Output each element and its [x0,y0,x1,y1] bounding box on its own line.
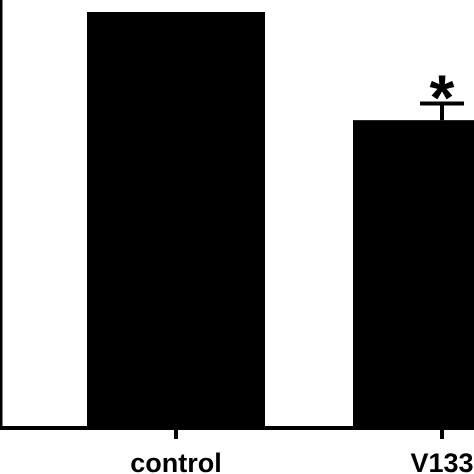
x-ticks [174,428,444,439]
x-tick-label-v133: V133 [410,448,473,474]
bar-v133 [353,120,474,428]
bar-marks [87,12,474,428]
annotations: * [430,62,455,134]
x-tick-label-control: control [130,448,222,474]
x-tick-labels: control V133 [130,448,473,474]
bar-control [87,12,265,428]
significance-marker-v133: * [430,62,455,134]
